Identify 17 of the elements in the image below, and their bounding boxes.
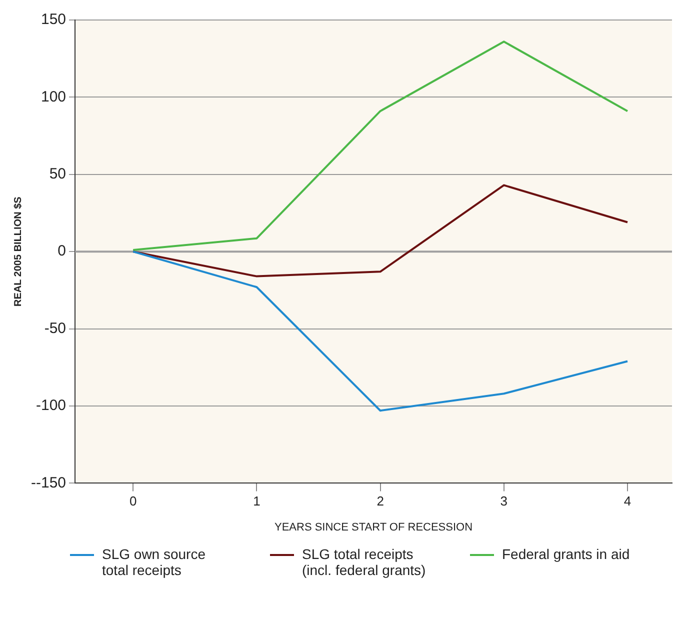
x-tick-label: 3 xyxy=(500,494,508,509)
y-tick-label: 0 xyxy=(58,242,66,260)
legend-label: SLG total receipts (incl. federal grants) xyxy=(302,546,427,578)
y-tick-label: --150 xyxy=(30,474,66,492)
y-tick-label: 100 xyxy=(40,88,66,106)
y-tick-label: -50 xyxy=(44,320,66,337)
x-tick-label: 1 xyxy=(253,494,260,509)
x-tick-label: 0 xyxy=(129,494,137,509)
y-axis-title: REAL 2005 BILLION $S xyxy=(12,196,24,307)
x-tick-label: 2 xyxy=(376,494,384,509)
legend-label: SLG own source total receipts xyxy=(102,546,206,578)
y-tick-label: -100 xyxy=(36,397,66,414)
x-axis-title: YEARS SINCE START OF RECESSION xyxy=(274,521,473,534)
y-tick-label: 50 xyxy=(49,166,66,183)
legend-label: Federal grants in aid xyxy=(502,546,630,562)
x-tick-label: 4 xyxy=(624,494,632,509)
y-tick-label: 150 xyxy=(40,11,66,28)
